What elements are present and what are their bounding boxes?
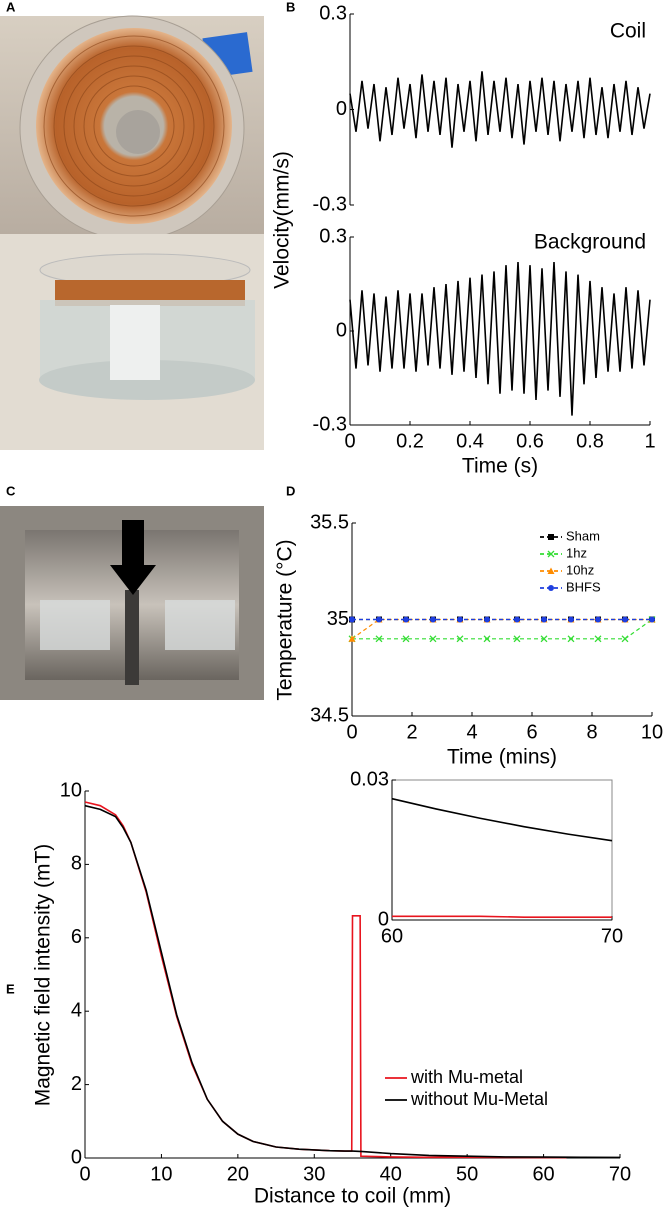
series-line	[351, 618, 652, 640]
x-axis-label: Time (s)	[462, 455, 538, 478]
y-tick-label: 4	[71, 999, 82, 1021]
legend-label: 10hz	[566, 562, 594, 577]
panel-label: D	[286, 483, 295, 498]
x-tick-label: 0.8	[576, 430, 604, 452]
panel-label: A	[6, 0, 16, 14]
marker	[430, 616, 436, 623]
x-tick-label: 0	[344, 430, 355, 452]
marker	[547, 567, 555, 574]
y-tick-label: 34.5	[310, 704, 349, 726]
x-tick-label: 60	[532, 1163, 554, 1185]
y-tick-label: 6	[71, 926, 82, 948]
marker	[513, 635, 521, 643]
marker	[375, 635, 383, 643]
y-tick-label: 0	[336, 319, 347, 341]
legend-label: Sham	[566, 528, 600, 543]
y-tick-label: -0.3	[313, 193, 347, 215]
x-tick-label: 20	[227, 1163, 249, 1185]
panel-label: E	[6, 981, 15, 996]
y-tick-label: 0.03	[350, 768, 389, 790]
y-axis-label: Magnetic field intensity (mT)	[32, 844, 55, 1107]
marker	[541, 616, 547, 623]
panel-label: B	[286, 0, 295, 14]
marker	[484, 616, 490, 623]
legend-label: without Mu-Metal	[410, 1089, 548, 1109]
x-tick-label: 8	[586, 721, 597, 743]
x-tick-label: 1	[644, 430, 655, 452]
x-tick-label: 10	[150, 1163, 172, 1185]
legend-label: BHFS	[566, 579, 601, 594]
y-axis-label: Temperature (°C)	[274, 539, 297, 700]
x-tick-label: 2	[406, 721, 417, 743]
y-tick-label: 0.3	[319, 2, 347, 24]
x-tick-label: 0	[346, 721, 357, 743]
x-tick-label: 0.2	[396, 430, 424, 452]
x-tick-label: 60	[381, 925, 403, 947]
photo-incubator	[0, 506, 264, 700]
y-tick-label: 0	[378, 908, 389, 930]
series-line	[391, 797, 613, 842]
series-line	[349, 71, 651, 148]
panel-label: C	[6, 483, 16, 498]
y-tick-label: 0.3	[319, 225, 347, 247]
x-tick-label: 50	[456, 1163, 478, 1185]
marker	[548, 585, 554, 591]
series-line	[84, 804, 621, 1159]
x-tick-label: 70	[601, 925, 623, 947]
marker	[567, 635, 575, 643]
x-tick-label: 30	[303, 1163, 325, 1185]
marker	[568, 616, 574, 623]
marker	[348, 635, 356, 642]
x-tick-label: 0.6	[516, 430, 544, 452]
y-tick-label: 0	[336, 98, 347, 120]
y-tick-label: 35.5	[310, 511, 349, 533]
series-line	[349, 262, 651, 416]
x-tick-label: 0	[79, 1163, 90, 1185]
marker	[548, 534, 554, 540]
marker	[621, 635, 629, 643]
legend-label: 1hz	[566, 545, 587, 560]
series-line	[392, 915, 612, 918]
x-axis-label: Time (mins)	[447, 746, 557, 769]
marker	[514, 616, 520, 623]
marker	[403, 616, 409, 623]
marker	[429, 635, 437, 643]
series-line	[352, 619, 653, 640]
marker	[594, 635, 602, 643]
y-tick-label: 35	[327, 608, 349, 630]
photo-coil-side	[0, 234, 264, 450]
y-tick-label: 2	[71, 1073, 82, 1095]
y-tick-label: 10	[60, 779, 82, 801]
y-tick-label: 0	[71, 1146, 82, 1168]
photo-coil-top	[0, 15, 264, 241]
annotation: Coil	[610, 20, 646, 43]
x-tick-label: 40	[380, 1163, 402, 1185]
x-tick-label: 0.4	[456, 430, 484, 452]
x-tick-label: 6	[526, 721, 537, 743]
x-tick-label: 70	[609, 1163, 631, 1185]
y-axis-label: Velocity(mm/s)	[271, 151, 294, 289]
x-axis-label: Distance to coil (mm)	[254, 1185, 451, 1208]
marker	[349, 616, 355, 623]
marker	[595, 616, 601, 623]
marker	[622, 616, 628, 623]
marker	[376, 616, 382, 623]
y-tick-label: -0.3	[313, 413, 347, 435]
marker	[547, 550, 555, 558]
plot-frame	[391, 779, 613, 921]
y-tick-label: 8	[71, 853, 82, 875]
marker	[649, 616, 655, 623]
marker	[457, 616, 463, 623]
marker	[483, 635, 491, 643]
annotation: Background	[534, 231, 646, 254]
legend-label: with Mu-metal	[410, 1067, 523, 1087]
x-tick-label: 4	[466, 721, 477, 743]
x-tick-label: 10	[641, 721, 663, 743]
marker	[456, 635, 464, 643]
marker	[540, 635, 548, 643]
marker	[402, 635, 410, 643]
